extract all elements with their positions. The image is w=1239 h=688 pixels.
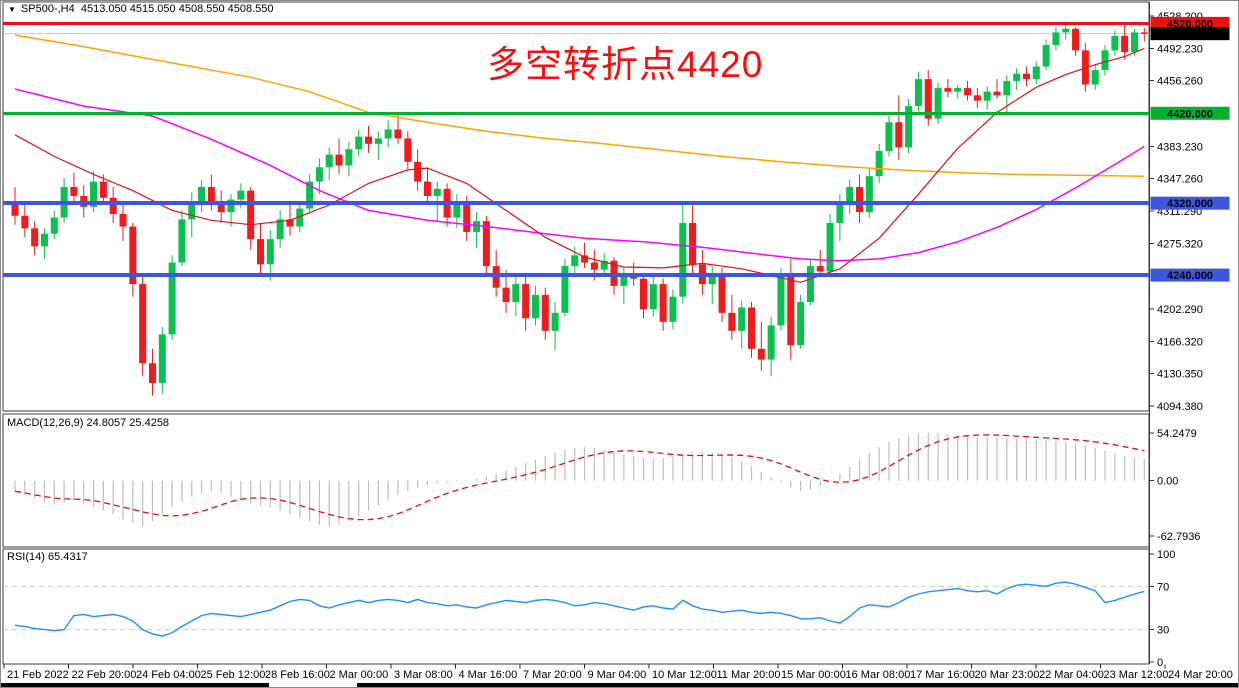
price-badge bbox=[1150, 268, 1230, 282]
rsi-tick-label: 0 bbox=[1157, 657, 1163, 669]
time-tick-label: 23 Mar 12:00 bbox=[1104, 669, 1169, 681]
price-badge bbox=[1150, 106, 1230, 120]
time-tick-label: 22 Feb 20:00 bbox=[72, 669, 137, 681]
time-scale[interactable]: 21 Feb 2022 22 Feb 20:00 24 Feb 04:00 25 Fe… bbox=[3, 664, 1233, 682]
time-tick-label: 17 Mar 16:00 bbox=[910, 669, 975, 681]
time-tick-label: 4 Mar 16:00 bbox=[459, 669, 518, 681]
time-tick-label: 24 Feb 04:00 bbox=[136, 669, 201, 681]
rsi-indicator-label: RSI(14) 65.4317 bbox=[7, 551, 88, 563]
price-tick-label: 4094.380 bbox=[1157, 401, 1203, 413]
bottom-scrollbar[interactable] bbox=[1, 683, 1239, 688]
price-badge bbox=[1150, 16, 1230, 30]
symbol-ohlc-text: SP500-,H4 4513.050 4515.050 4508.550 450… bbox=[20, 3, 274, 15]
rsi-panel[interactable]: 100 70 30 0 bbox=[3, 549, 1175, 669]
price-badge-label: 4420.000 bbox=[1167, 108, 1213, 120]
time-tick-label: 24 Mar 20:00 bbox=[1168, 669, 1233, 681]
price-scale[interactable]: 4528.2004492.2304456.2604383.2304347.260… bbox=[1149, 11, 1230, 413]
symbol-dropdown-icon[interactable]: ▼ bbox=[8, 5, 16, 14]
price-tick-label: 4202.290 bbox=[1157, 304, 1203, 316]
time-tick-label: 11 Mar 20:00 bbox=[717, 669, 781, 681]
macd-tick-label: 0.00 bbox=[1157, 476, 1178, 488]
ma-slow-orange bbox=[14, 34, 1145, 177]
time-tick-label: 25 Feb 12:00 bbox=[201, 669, 266, 681]
rsi-tick-label: 70 bbox=[1157, 581, 1169, 593]
ma-fast-red bbox=[14, 47, 1145, 283]
rsi-tick-label: 100 bbox=[1157, 549, 1175, 561]
price-badge bbox=[1150, 27, 1230, 41]
ma-mid-magenta bbox=[14, 88, 1145, 262]
time-tick-label: 22 Mar 04:00 bbox=[1039, 669, 1104, 681]
time-tick-label: 7 Mar 20:00 bbox=[523, 669, 582, 681]
price-tick-label: 4383.230 bbox=[1157, 141, 1203, 153]
macd-panel[interactable]: 54.2479 0.00 -62.7936 bbox=[14, 428, 1200, 543]
time-tick-label: 16 Mar 08:00 bbox=[846, 669, 911, 681]
macd-indicator-label: MACD(12,26,9) 24.8057 25.4258 bbox=[7, 417, 170, 429]
rsi-line bbox=[14, 581, 1145, 637]
price-tick-label: 4275.320 bbox=[1157, 238, 1203, 250]
macd-tick-label: 54.2479 bbox=[1157, 428, 1197, 440]
time-tick-label: 9 Mar 04:00 bbox=[588, 669, 647, 681]
macd-signal-line bbox=[14, 434, 1145, 521]
price-badge-label: 4240.000 bbox=[1167, 270, 1213, 282]
price-tick-label: 4166.320 bbox=[1157, 336, 1203, 348]
macd-tick-label: -62.7936 bbox=[1157, 531, 1200, 543]
time-tick-label: 2 Mar 00:00 bbox=[330, 669, 389, 681]
panel-frames bbox=[2, 1, 1150, 665]
price-tick-label: 4492.230 bbox=[1157, 43, 1203, 55]
price-badge bbox=[1150, 196, 1230, 210]
time-tick-label: 28 Feb 16:00 bbox=[265, 669, 330, 681]
price-badge-label: 4508.550 bbox=[1167, 29, 1213, 41]
time-tick-label: 3 Mar 08:00 bbox=[394, 669, 453, 681]
price-tick-label: 4456.260 bbox=[1157, 76, 1203, 88]
time-tick-label: 15 Mar 00:00 bbox=[781, 669, 846, 681]
price-tick-label: 4347.260 bbox=[1157, 174, 1203, 186]
time-tick-label: 20 Mar 23:00 bbox=[975, 669, 1040, 681]
symbol-header: ▼ SP500-,H4 4513.050 4515.050 4508.550 4… bbox=[8, 3, 274, 16]
time-tick-label: 21 Feb 2022 bbox=[7, 669, 69, 681]
price-badge-label: 4320.000 bbox=[1167, 198, 1213, 210]
chart-annotation[interactable]: 多空转折点4420 bbox=[487, 44, 764, 85]
horizontal-lines[interactable] bbox=[3, 21, 1149, 278]
rsi-tick-label: 30 bbox=[1157, 625, 1169, 637]
time-tick-label: 10 Mar 12:00 bbox=[652, 669, 717, 681]
price-tick-label: 4130.350 bbox=[1157, 369, 1203, 381]
